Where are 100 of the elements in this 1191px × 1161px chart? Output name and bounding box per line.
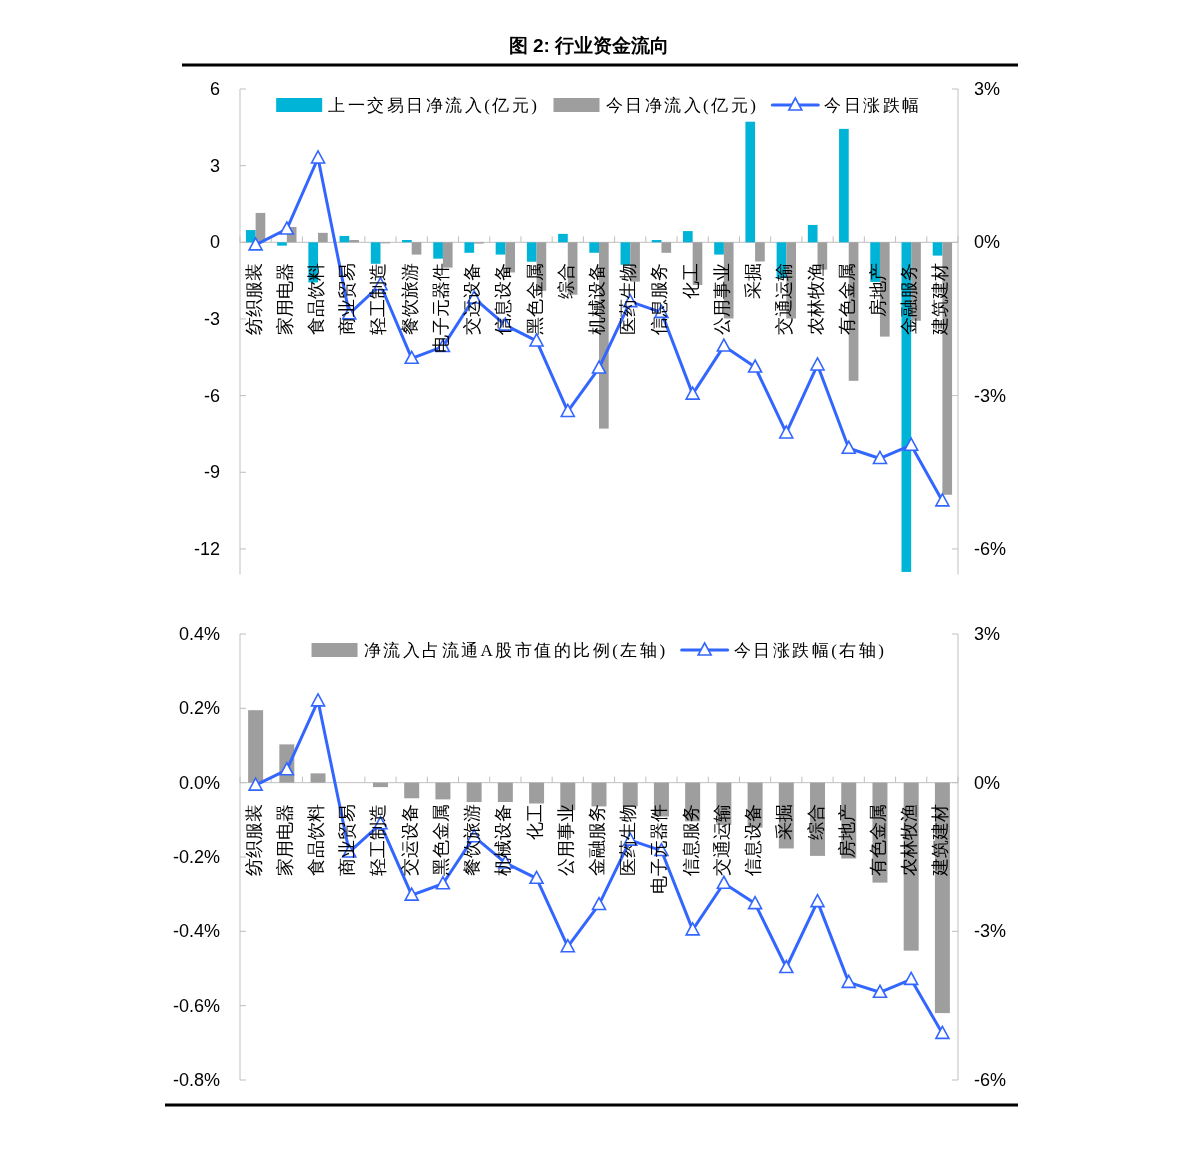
point	[310, 693, 326, 707]
bar	[526, 242, 537, 262]
x-tick-label: 农林牧渔	[805, 263, 826, 336]
x-tick-label: 公用事业	[555, 803, 576, 876]
bar	[745, 121, 756, 243]
x-tick-label: 化工	[680, 263, 701, 300]
bar	[591, 782, 607, 807]
point	[841, 974, 857, 989]
x-tick-label: 家用电器	[274, 803, 295, 876]
point	[435, 875, 451, 890]
point	[935, 493, 950, 507]
bar	[433, 242, 443, 259]
legend-label: 今日涨跌幅	[824, 95, 922, 115]
point	[935, 1025, 950, 1040]
y-tick-label: 0	[209, 232, 220, 253]
bar	[411, 242, 422, 255]
y-tick-label: -0.8%	[172, 1070, 220, 1090]
x-tick-label: 房地产	[867, 263, 888, 318]
bar	[620, 242, 631, 265]
bar	[714, 242, 724, 255]
y-tick-label: 6	[209, 79, 220, 99]
point	[716, 875, 732, 890]
x-tick-label: 综合	[805, 803, 826, 840]
point	[872, 984, 888, 999]
bar	[248, 710, 264, 783]
point	[248, 777, 263, 791]
bar	[558, 233, 568, 243]
x-tick-label: 轻工制造	[368, 803, 389, 876]
x-tick-label: 金融服务	[899, 263, 920, 336]
x-tick-label: 电子元器件	[649, 803, 670, 894]
y-tick-label: 3	[209, 155, 220, 176]
y-tick-label: -0.4%	[172, 921, 220, 942]
x-tick-label: 医药生物	[618, 263, 639, 336]
x-tick-label: 机械设备	[493, 803, 514, 876]
y-tick-label: -0.6%	[172, 995, 220, 1016]
point	[810, 357, 825, 371]
x-tick-label: 餐饮旅游	[462, 803, 483, 876]
point	[310, 150, 326, 164]
y-tick-label: 0.2%	[178, 698, 220, 719]
x-tick-label: 食品饮料	[306, 803, 327, 876]
point	[810, 893, 825, 908]
x-tick-label: 交运设备	[399, 803, 420, 876]
chart-title: 图 2: 行业资金流向	[508, 34, 670, 56]
bar	[529, 782, 545, 804]
point	[529, 870, 544, 885]
bar	[402, 240, 412, 243]
point	[248, 237, 263, 251]
x-tick-label: 餐饮旅游	[399, 263, 420, 336]
x-tick-label: 轻工制造	[368, 263, 389, 336]
x-tick-label: 机械设备	[587, 263, 607, 336]
y-tick-label: -12	[193, 538, 220, 559]
x-tick-label: 房地产	[836, 803, 857, 858]
point	[779, 425, 794, 439]
x-tick-label: 黑色金属	[430, 803, 451, 876]
x-tick-label: 有色金属	[867, 803, 888, 876]
point	[404, 350, 419, 365]
x-tick-label: 信息服务	[680, 803, 701, 876]
y-tick-label: -9	[203, 462, 220, 483]
x-tick-label: 采掘	[743, 263, 764, 300]
x-tick-label: 信息设备	[743, 803, 764, 876]
bar	[807, 224, 818, 243]
y2-tick-label: 3%	[974, 79, 1001, 99]
y-tick-label: -3	[203, 308, 220, 329]
x-tick-label: 家用电器	[274, 263, 295, 336]
y2-tick-label: -6%	[974, 1070, 1007, 1090]
bar	[277, 242, 287, 246]
y2-tick-label: 0%	[974, 772, 1001, 793]
x-tick-label: 纺织服装	[243, 263, 264, 336]
bar	[372, 782, 388, 788]
bar	[466, 782, 482, 802]
x-tick-label: 有色金属	[836, 263, 857, 336]
point	[903, 971, 919, 986]
x-tick-label: 黑色金属	[524, 263, 545, 336]
bar	[682, 231, 693, 243]
y2-tick-label: 0%	[974, 232, 1001, 253]
bar	[318, 232, 328, 243]
y-tick-label: -0.2%	[172, 847, 220, 867]
point	[716, 338, 732, 352]
point	[903, 437, 919, 451]
x-tick-label: 交通运输	[774, 263, 795, 336]
point	[279, 761, 295, 776]
y-tick-label: 0.0%	[178, 772, 220, 793]
point	[591, 896, 607, 911]
point	[560, 938, 576, 953]
x-tick-label: 信息设备	[493, 263, 514, 336]
x-tick-label: 食品饮料	[306, 263, 327, 336]
x-tick-label: 信息服务	[649, 263, 670, 336]
y-tick-label: -6	[203, 385, 220, 406]
bar	[404, 782, 420, 799]
bar	[589, 242, 599, 253]
point	[747, 895, 763, 910]
x-tick-label: 交运设备	[462, 263, 483, 336]
legend-label: 上一交易日净流入(亿元)	[328, 95, 540, 115]
point	[591, 360, 607, 374]
x-tick-label: 建筑建材	[930, 803, 951, 877]
x-tick-label: 纺织服装	[243, 803, 264, 876]
legend-label: 净流入占流通A股市值的比例(左轴)	[363, 640, 668, 660]
legend-label: 今日净流入(亿元)	[605, 95, 759, 115]
point	[685, 386, 700, 400]
bar	[435, 782, 451, 800]
